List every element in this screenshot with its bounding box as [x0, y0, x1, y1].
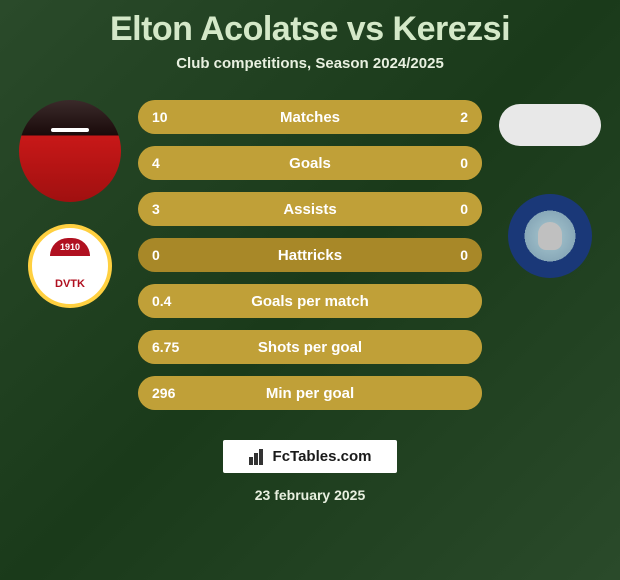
stat-label: Matches	[138, 109, 482, 126]
stat-label: Goals per match	[138, 293, 482, 310]
site-name: FcTables.com	[273, 448, 372, 465]
stat-value-right: 0	[460, 247, 468, 263]
stat-row: 296Min per goal	[138, 376, 482, 410]
stat-label: Hattricks	[138, 247, 482, 264]
player1-avatar	[19, 100, 121, 202]
stat-row: 0.4Goals per match	[138, 284, 482, 318]
stat-row: 0Hattricks0	[138, 238, 482, 272]
player2-club-badge	[508, 194, 592, 278]
player2-avatar	[499, 104, 601, 146]
player1-column: 1910	[10, 100, 130, 308]
page-title: Elton Acolatse vs Kerezsi	[10, 10, 610, 49]
stat-label: Assists	[138, 201, 482, 218]
subtitle: Club competitions, Season 2024/2025	[10, 55, 610, 72]
stat-value-right: 0	[460, 201, 468, 217]
stat-label: Goals	[138, 155, 482, 172]
club-year: 1910	[32, 242, 108, 252]
date-label: 23 february 2025	[255, 487, 366, 503]
stat-row: 4Goals0	[138, 146, 482, 180]
stat-label: Shots per goal	[138, 339, 482, 356]
stat-row: 6.75Shots per goal	[138, 330, 482, 364]
stat-row: 3Assists0	[138, 192, 482, 226]
stat-label: Min per goal	[138, 385, 482, 402]
stat-value-right: 2	[460, 109, 468, 125]
chart-icon	[249, 449, 267, 465]
stat-value-right: 0	[460, 155, 468, 171]
stat-row: 10Matches2	[138, 100, 482, 134]
player2-column	[490, 100, 610, 278]
site-logo: FcTables.com	[223, 440, 398, 473]
stats-column: 10Matches24Goals03Assists00Hattricks00.4…	[130, 100, 490, 422]
player1-club-badge: 1910	[28, 224, 112, 308]
